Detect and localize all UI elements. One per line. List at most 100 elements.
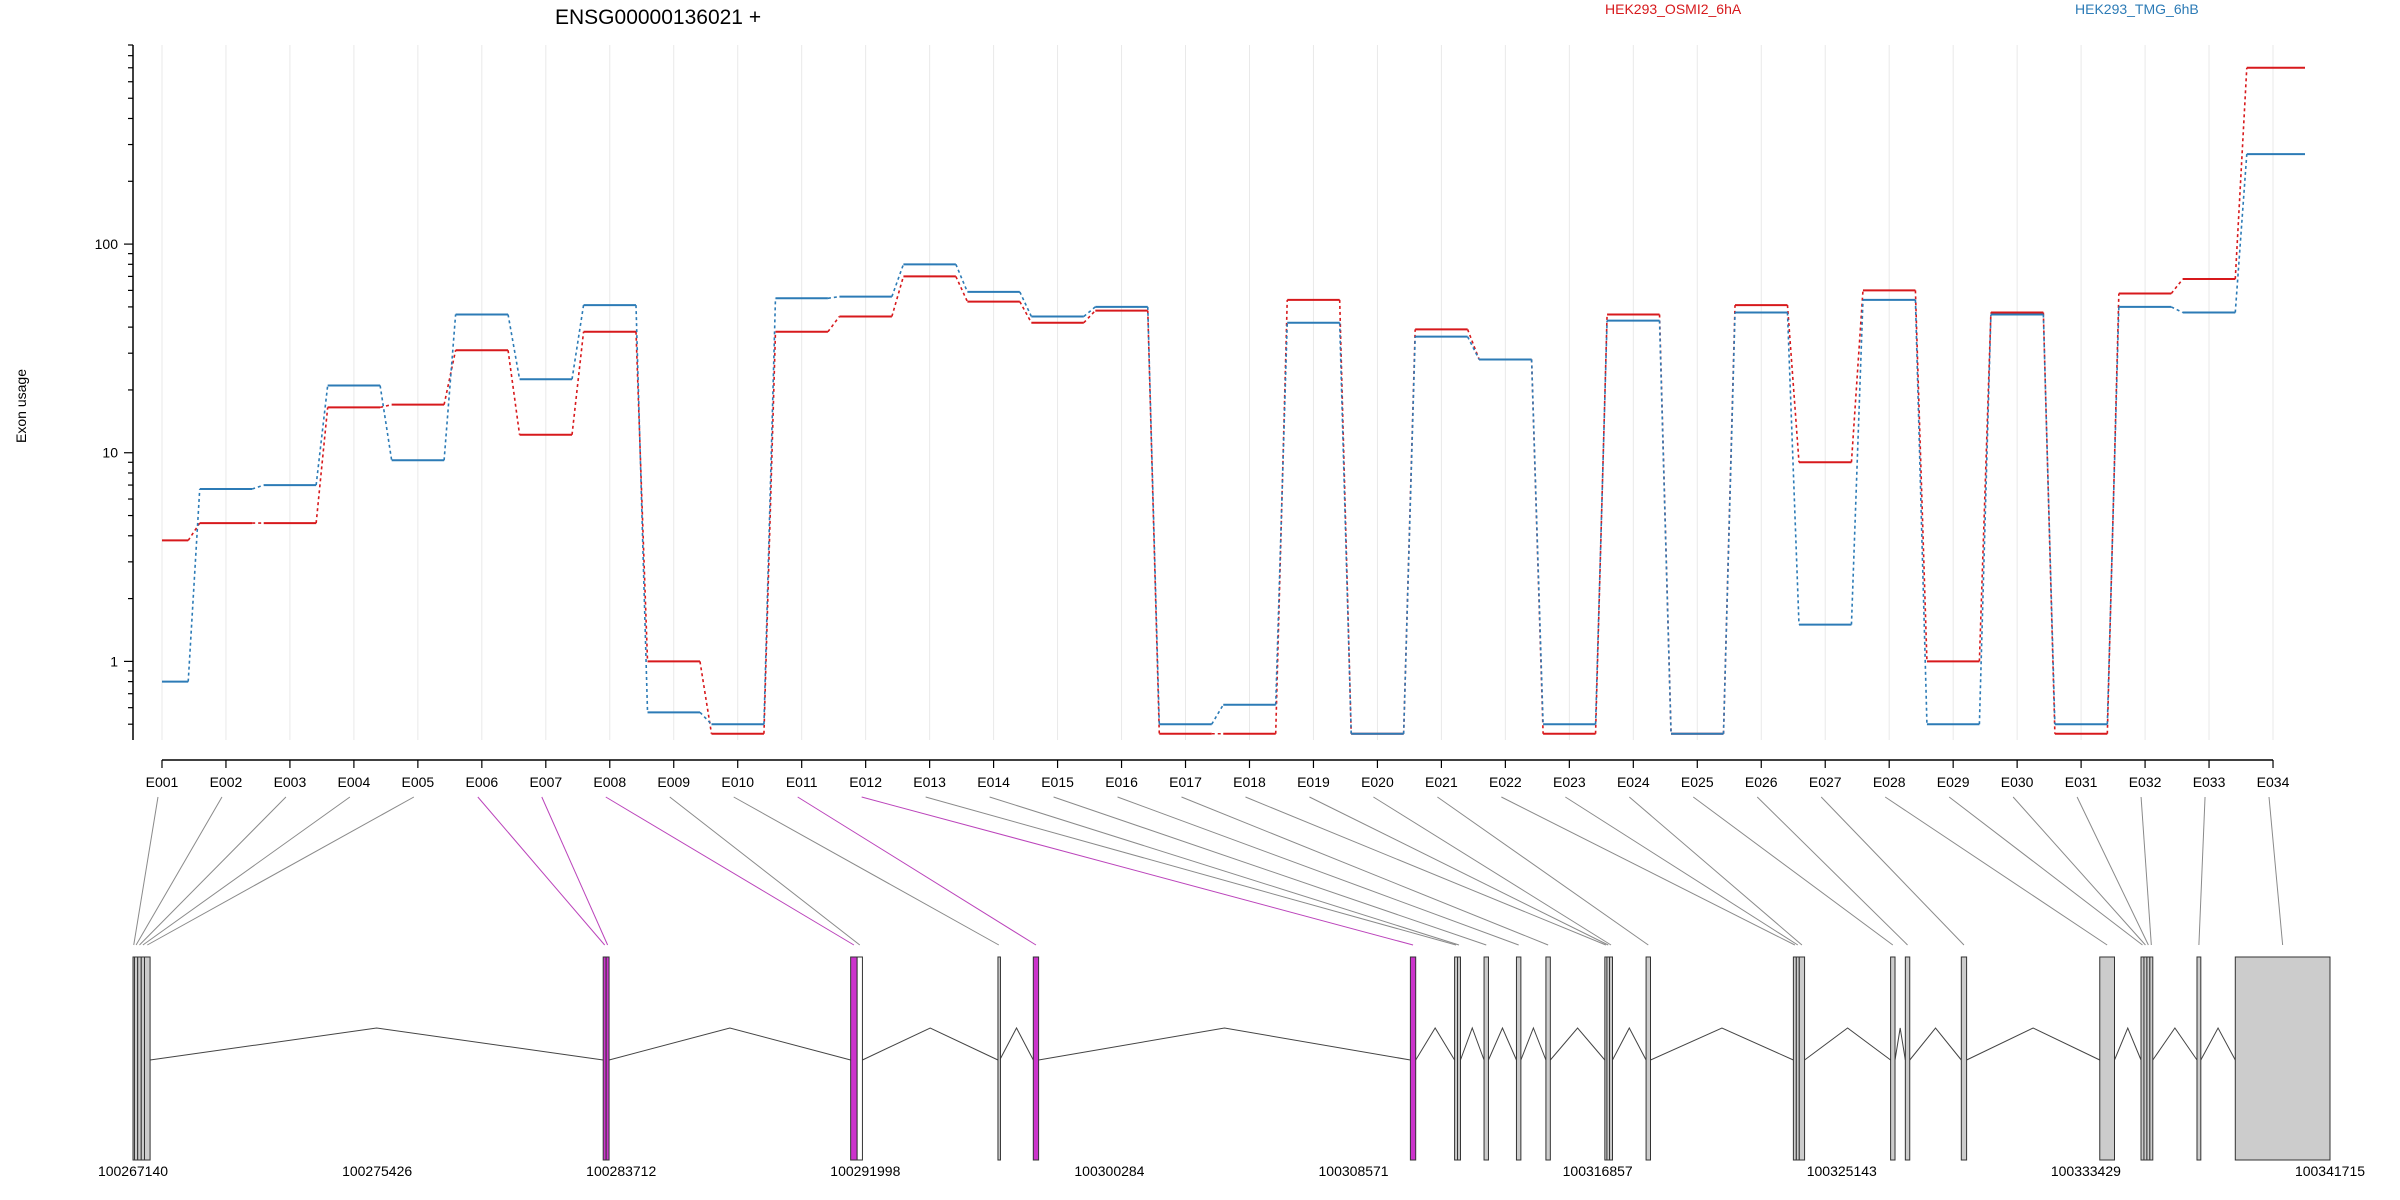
series-connector [1274,322,1289,705]
intron [1894,1027,1906,1061]
series-connector [2170,278,2184,294]
exon-connector [1309,796,1609,946]
legend-entry-1: HEK293_OSMI2_6hA [1605,1,1742,17]
exon-connector [1820,796,1965,946]
exon-box [1483,956,1489,1161]
exon-connector [2198,796,2206,946]
x-tick-label: E019 [1297,774,1330,790]
series-connector [1146,310,1161,734]
exon-box [2149,956,2154,1161]
legend-entry-2: HEK293_TMG_6hB [2075,1,2199,17]
exon-connectors [133,796,2284,946]
exon-connector [1245,796,1607,946]
genomic-coordinate-label: 100341715 [2295,1163,2365,1179]
x-tick-label: E002 [210,774,243,790]
exon-connector [1501,796,1796,946]
exon-connector [1692,796,1894,946]
exon-box [1409,956,1417,1161]
exon-connector [1948,796,2143,946]
series-connector [1530,359,1544,725]
series-connector [507,314,521,380]
x-tick-label: E029 [1937,774,1970,790]
series-connector [1402,336,1416,734]
x-tick-label: E023 [1553,774,1586,790]
series-connector [699,711,713,725]
exon-connector [2140,796,2152,946]
exon-connector [605,796,855,946]
intron [1804,1027,1891,1061]
series-connector [379,403,392,409]
intron [862,1027,999,1061]
x-tick-label: E030 [2001,774,2034,790]
exon-box [1457,956,1461,1161]
exon-box [1960,956,1968,1161]
genomic-coordinate-label: 100267140 [98,1163,168,1179]
series-connector [1978,312,1992,662]
intron [1415,1027,1456,1061]
series-connector [635,331,649,662]
y-tick-label: 100 [95,236,119,252]
exon-box [1904,956,1911,1161]
exon-connector [861,796,1414,946]
series-connector [763,298,777,725]
exon-box [1890,956,1896,1161]
exon-box [137,956,142,1161]
series-connector [251,484,264,490]
series-2 [161,153,2305,735]
series-connector [443,314,457,461]
series-connector [827,315,841,333]
series-connector [1594,314,1608,734]
series-connector [507,350,521,435]
exon-box [856,956,863,1161]
x-tick-label: E021 [1425,774,1458,790]
y-tick-label: 1 [110,653,118,669]
exon-connector [541,796,609,946]
exon-connector [1437,796,1649,946]
x-tick-label: E009 [657,774,690,790]
y-axis: 1 10 100 [95,44,134,740]
genomic-coordinate-label: 100325143 [1807,1163,1877,1179]
exon-connector [1373,796,1612,946]
x-tick-label: E006 [465,774,498,790]
genomic-coordinate-label: 100283712 [586,1163,656,1179]
x-tick-label: E018 [1233,774,1266,790]
series-connector [955,276,969,302]
exon-box [1032,956,1040,1161]
x-tick-label: E027 [1809,774,1842,790]
x-tick-label: E022 [1489,774,1522,790]
series-connector [1914,299,1928,725]
intron [1612,1026,1647,1061]
intron [150,1027,604,1061]
x-tick-label: E034 [2257,774,2290,790]
series-connector [2106,293,2120,734]
series-lines [161,66,2305,735]
series-connector [1338,322,1352,734]
series-connector [1019,301,1033,324]
intron [2200,1026,2236,1061]
exon-connector [135,796,223,946]
genomic-coordinate-axis: 100267140 100275426 100283712 100291998 1003… [98,1163,2365,1179]
exon-connector [133,796,159,946]
intron [999,1026,1034,1061]
series-connector [1786,312,1800,625]
intron [2114,1026,2142,1061]
exon-connector [733,796,1000,946]
series-connector [1722,312,1736,734]
intron [1520,1026,1547,1061]
exon-connector [925,796,1457,946]
series-connector [379,385,393,461]
exon-connector [1628,796,1803,946]
x-tick-label: E008 [593,774,626,790]
intron [1038,1027,1411,1061]
series-connector [2170,306,2184,314]
x-tick-label: E010 [721,774,754,790]
series-connector [635,305,649,713]
gene-model [132,956,2331,1161]
y-axis-label: Exon usage [13,369,29,443]
y-tick-label: 10 [102,445,118,461]
intron [1549,1027,1606,1061]
series-connector [1466,336,1480,360]
exon-box [1609,956,1613,1161]
series-connector [1914,290,1928,662]
